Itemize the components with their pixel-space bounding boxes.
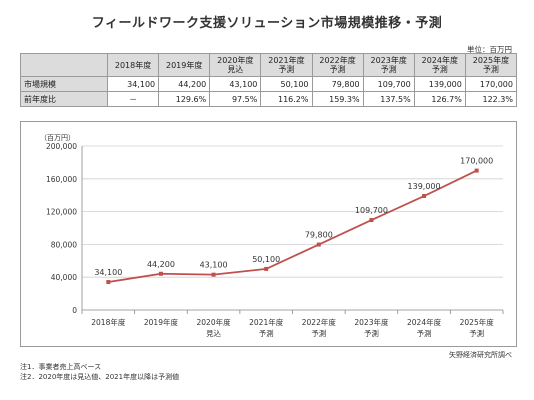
y-tick-label: 80,000 (51, 240, 77, 249)
y-axis-label: （百万円） (40, 134, 75, 142)
x-tick-label: 予測 (469, 328, 484, 338)
table-header-row: 2018年度 2019年度 2020年度 見込 2021年度 予測 2022年度 予測… (20, 53, 518, 77)
table-header-cell: 2021年度 予測 (260, 53, 313, 77)
x-tick-label: 2025年度 (460, 317, 495, 327)
table-cell: 116.2% (260, 91, 313, 107)
data-label: 170,000 (460, 157, 493, 166)
data-label: 139,000 (408, 182, 441, 191)
data-label: 34,100 (94, 268, 122, 277)
y-tick-label: 120,000 (46, 208, 77, 217)
data-label: 44,200 (147, 260, 175, 269)
series-line (108, 169, 478, 283)
x-tick-label: 2022年度 (302, 317, 337, 327)
table-row: 前年度比 － 129.6% 97.5% 116.2% 159.3% 137.5%… (20, 91, 518, 107)
table-header-cell: 2022年度 予測 (311, 53, 364, 77)
data-label: 43,100 (200, 261, 228, 270)
x-tick-label: 2019年度 (144, 317, 179, 327)
x-tick-label: 2018年度 (91, 317, 126, 327)
notes: 注1．事業者売上高ベース 注2．2020年度は見込値、2021年度以降は予測値 (20, 362, 179, 382)
data-point (211, 272, 216, 277)
data-table: 2018年度 2019年度 2020年度 見込 2021年度 予測 2022年度 予測… (20, 53, 518, 107)
y-tick-label: 40,000 (51, 273, 77, 282)
chart-frame (20, 121, 517, 347)
note-1: 注1．事業者売上高ベース (20, 363, 102, 371)
y-tick-label: 0 (72, 306, 77, 315)
table-cell: 122.3% (464, 91, 518, 107)
page-title: フィールドワーク支援ソリューション市場規模推移・予測 (91, 16, 443, 31)
x-tick-label: 予測 (417, 328, 432, 338)
table-header-cell: 2025年度 予測 (464, 53, 518, 77)
data-point (158, 271, 163, 276)
row-label: 前年度比 (20, 91, 108, 107)
x-tick-label: 2024年度 (407, 317, 442, 327)
unit-label: 単位：百万円 (467, 45, 512, 54)
table-cell: 126.7% (413, 91, 466, 107)
data-point (369, 218, 374, 223)
x-tick-label: 予測 (364, 328, 379, 338)
source-note: 矢野経済研究所調べ (449, 351, 512, 359)
x-tick-label: 予測 (311, 328, 326, 338)
table-header-cell: 2023年度 予測 (362, 53, 415, 77)
x-tick-label: 2020年度 (197, 317, 232, 327)
table-row: 市場規模 34,100 44,200 43,100 50,100 79,800 … (20, 76, 518, 92)
data-label: 109,700 (355, 206, 388, 215)
table-cell: 159.3% (311, 91, 364, 107)
data-point (422, 194, 427, 199)
x-tick-label: 2023年度 (354, 317, 389, 327)
data-point (316, 242, 321, 247)
x-tick-label: 2021年度 (249, 317, 284, 327)
x-tick-label: 見込 (206, 329, 221, 338)
note-2: 注2．2020年度は見込値、2021年度以降は予測値 (20, 373, 180, 381)
data-point (474, 168, 479, 173)
x-tick-label: 予測 (259, 328, 274, 338)
table-cell: 137.5% (362, 91, 415, 107)
data-label: 79,800 (305, 231, 333, 240)
data-label: 50,100 (252, 255, 280, 264)
y-tick-label: 160,000 (46, 175, 77, 184)
data-point (106, 280, 111, 285)
data-point (264, 266, 269, 271)
y-tick-label: 200,000 (46, 142, 77, 151)
